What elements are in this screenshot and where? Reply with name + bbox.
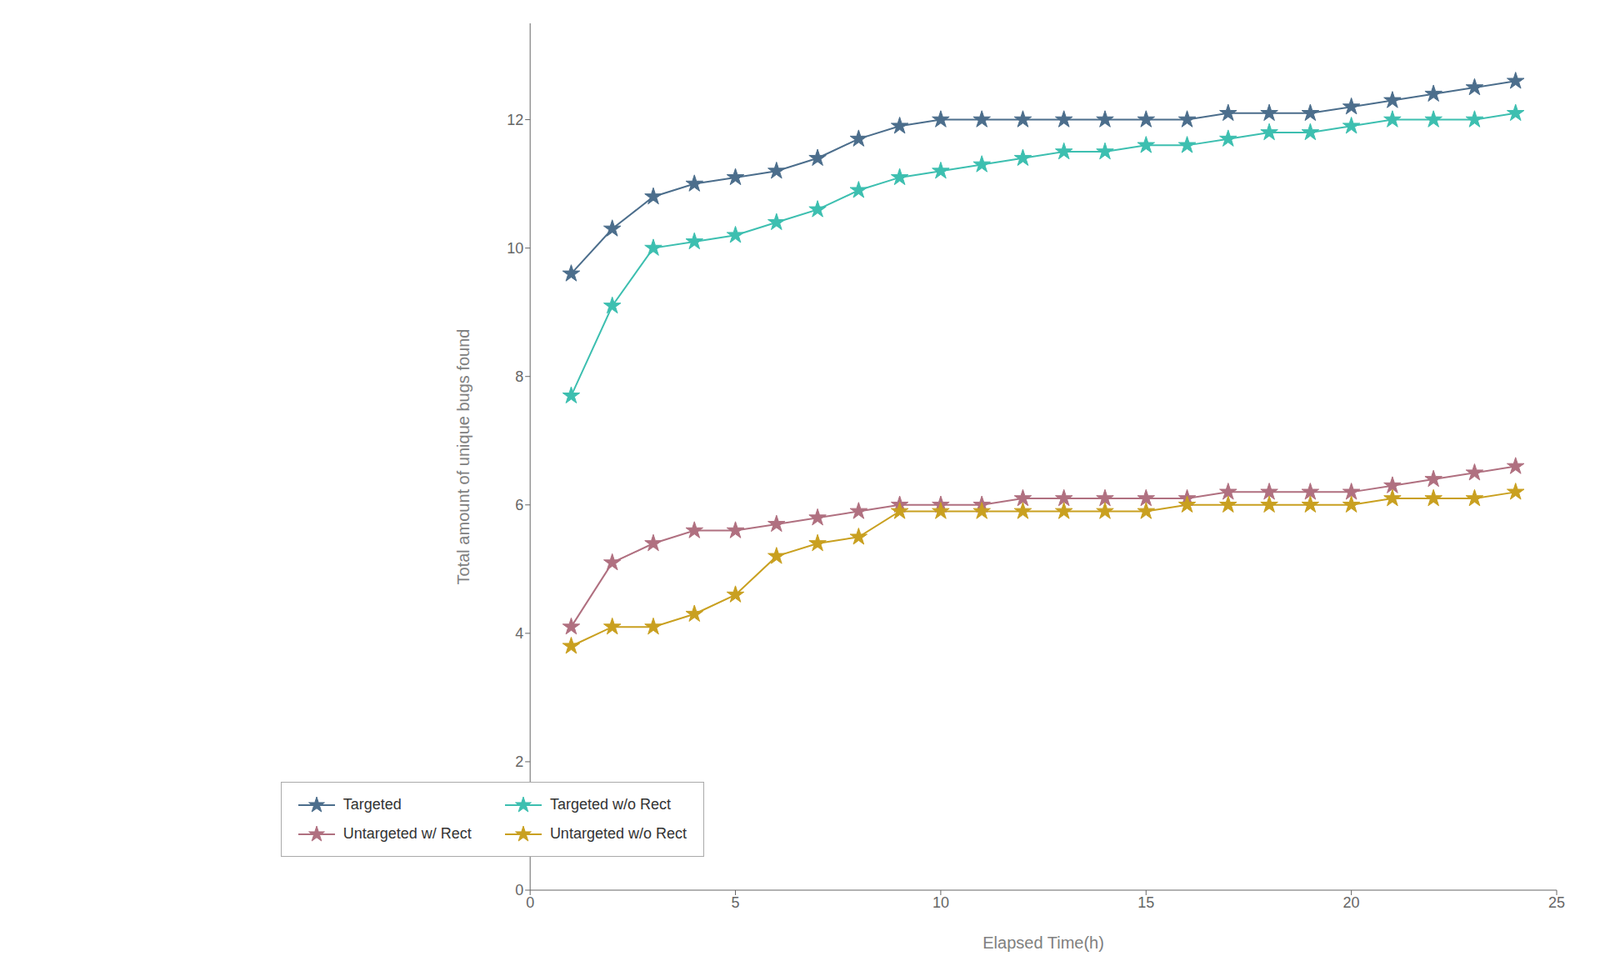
svg-text:0: 0 — [515, 881, 524, 899]
svg-text:12: 12 — [506, 111, 524, 129]
html-text:Targeted w/o Rect: Targeted w/o Rect — [549, 795, 671, 813]
svg-text:6: 6 — [515, 496, 524, 514]
svg-text:2: 2 — [515, 753, 524, 770]
svg-text:0: 0 — [525, 894, 535, 911]
svg-text:10: 10 — [932, 894, 950, 911]
svg-text:8: 8 — [515, 368, 524, 385]
svg-text:Total amount of unique bugs fo: Total amount of unique bugs found — [454, 329, 473, 585]
svg-text:4: 4 — [515, 625, 524, 642]
svg-text:10: 10 — [506, 240, 524, 257]
html-text:Targeted: Targeted — [343, 795, 402, 813]
html-text:Untargeted w/o Rect: Untargeted w/o Rect — [549, 825, 687, 842]
html-text:Untargeted w/ Rect: Untargeted w/ Rect — [343, 825, 472, 842]
svg-text:25: 25 — [1548, 894, 1565, 911]
svg-text:Elapsed Time(h): Elapsed Time(h) — [982, 933, 1105, 952]
svg-text:5: 5 — [731, 894, 740, 911]
svg-text:20: 20 — [1343, 894, 1360, 911]
svg-text:15: 15 — [1137, 894, 1155, 911]
